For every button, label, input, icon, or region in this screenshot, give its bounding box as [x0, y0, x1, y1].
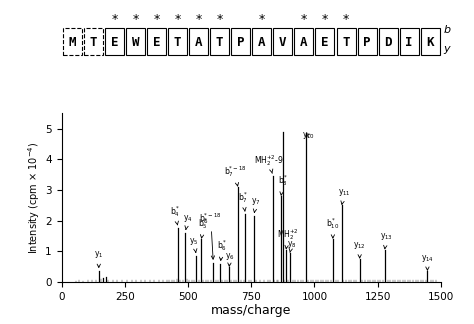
- Text: b$_7^{*-18}$: b$_7^{*-18}$: [224, 164, 246, 186]
- Text: *: *: [153, 13, 160, 26]
- Text: I: I: [405, 36, 413, 49]
- Text: b$_5^*$: b$_5^*$: [199, 216, 209, 238]
- Text: y$_5$: y$_5$: [189, 236, 199, 252]
- Text: *: *: [259, 13, 265, 26]
- Text: *: *: [301, 13, 307, 26]
- Text: b$_6^{*-18}$: b$_6^{*-18}$: [200, 211, 222, 259]
- Text: P: P: [237, 36, 245, 49]
- Text: y$_7$: y$_7$: [252, 196, 261, 213]
- Text: *: *: [343, 13, 349, 26]
- Text: y$_{13}$: y$_{13}$: [380, 231, 393, 249]
- Text: *: *: [132, 13, 138, 26]
- Text: y$_8$: y$_8$: [287, 239, 296, 252]
- Text: *: *: [217, 13, 223, 26]
- Text: *: *: [322, 13, 328, 26]
- Y-axis label: Intensity (cpm × 10$^{-4}$): Intensity (cpm × 10$^{-4}$): [27, 141, 43, 254]
- Text: M: M: [68, 36, 76, 49]
- Text: A: A: [300, 36, 308, 49]
- Text: A: A: [258, 36, 265, 49]
- Text: W: W: [132, 36, 139, 49]
- Text: T: T: [90, 36, 97, 49]
- Text: b$_6^*$: b$_6^*$: [217, 238, 228, 260]
- Text: MH$_2^{+2}$-9: MH$_2^{+2}$-9: [254, 153, 284, 173]
- Text: E: E: [321, 36, 328, 49]
- Text: K: K: [427, 36, 434, 49]
- Text: V: V: [279, 36, 287, 49]
- Text: E: E: [110, 36, 118, 49]
- Text: y$_6$: y$_6$: [225, 251, 235, 266]
- Text: y$_{11}$: y$_{11}$: [338, 187, 351, 204]
- Text: y$_{12}$: y$_{12}$: [353, 240, 366, 258]
- Text: b$_4^*$: b$_4^*$: [170, 204, 180, 225]
- Text: y: y: [443, 44, 450, 54]
- Text: P: P: [364, 36, 371, 49]
- Text: A: A: [195, 36, 202, 49]
- Text: b$_8^*$: b$_8^*$: [278, 174, 288, 195]
- Text: T: T: [174, 36, 181, 49]
- Text: T: T: [216, 36, 223, 49]
- Text: D: D: [384, 36, 392, 49]
- Text: MH$_2^{+2}$: MH$_2^{+2}$: [277, 227, 299, 249]
- Text: *: *: [195, 13, 201, 26]
- Text: *: *: [111, 13, 118, 26]
- Text: b$_7^*$: b$_7^*$: [238, 191, 248, 211]
- Text: E: E: [153, 36, 160, 49]
- Text: b: b: [443, 25, 450, 35]
- Text: y$_{14}$: y$_{14}$: [421, 252, 434, 270]
- Text: y$_4$: y$_4$: [183, 213, 193, 229]
- Text: y$_1$: y$_1$: [94, 249, 103, 267]
- Text: T: T: [342, 36, 350, 49]
- Text: b$_{10}^*$: b$_{10}^*$: [326, 216, 339, 238]
- X-axis label: mass/charge: mass/charge: [211, 304, 292, 318]
- Text: *: *: [174, 13, 181, 26]
- Text: y$_{10}$: y$_{10}$: [302, 130, 315, 141]
